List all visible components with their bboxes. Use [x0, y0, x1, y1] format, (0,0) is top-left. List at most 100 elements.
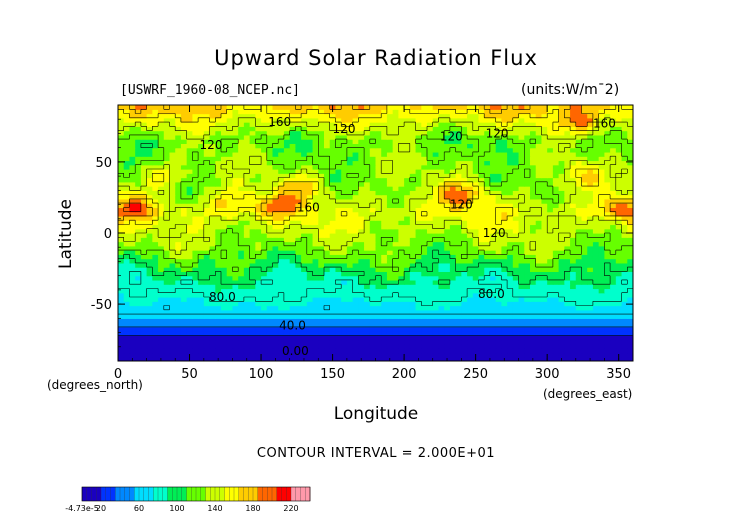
- heatmap-cell: [484, 262, 491, 268]
- heatmap-cell: [449, 224, 457, 230]
- heatmap-cell: [215, 267, 222, 272]
- heatmap-cell: [301, 241, 308, 247]
- heatmap-cell: [135, 335, 142, 341]
- heatmap-cell: [215, 292, 222, 298]
- heatmap-cell: [415, 339, 422, 345]
- heatmap-cell: [146, 156, 153, 162]
- heatmap-cell: [140, 241, 148, 247]
- heatmap-cell: [552, 224, 560, 230]
- heatmap-cell: [203, 335, 211, 341]
- heatmap-cell: [432, 305, 440, 311]
- heatmap-cell: [163, 279, 171, 285]
- heatmap-cell: [552, 356, 560, 361]
- heatmap-cell: [489, 335, 497, 341]
- heatmap-cell: [524, 151, 531, 157]
- heatmap-cell: [507, 147, 514, 153]
- heatmap-cell: [312, 343, 319, 349]
- heatmap-cell: [243, 275, 251, 281]
- heatmap-cell: [558, 309, 565, 315]
- heatmap-cell: [604, 267, 611, 272]
- heatmap-cell: [198, 331, 205, 336]
- heatmap-cell: [238, 309, 245, 315]
- heatmap-cell: [472, 215, 480, 221]
- heatmap-cell: [404, 233, 411, 238]
- heatmap-cell: [158, 228, 165, 234]
- heatmap-cell: [318, 309, 325, 315]
- heatmap-cell: [226, 151, 234, 157]
- heatmap-cell: [295, 164, 302, 170]
- heatmap-cell: [489, 147, 497, 153]
- heatmap-cell: [587, 143, 594, 149]
- heatmap-cell: [547, 322, 554, 328]
- heatmap-cell: [592, 215, 600, 221]
- heatmap-cell: [575, 284, 583, 290]
- heatmap-cell: [278, 309, 285, 315]
- heatmap-cell: [478, 339, 485, 345]
- heatmap-cell: [369, 211, 377, 217]
- heatmap-cell: [255, 177, 262, 183]
- heatmap-cell: [209, 177, 216, 183]
- heatmap-cell: [610, 215, 617, 221]
- heatmap-cell: [404, 160, 411, 166]
- heatmap-cell: [570, 288, 577, 294]
- heatmap-cell: [163, 245, 171, 251]
- heatmap-cell: [243, 207, 251, 213]
- heatmap-cell: [198, 224, 205, 230]
- heatmap-cell: [564, 352, 571, 358]
- heatmap-cell: [243, 160, 251, 166]
- heatmap-cell: [249, 190, 256, 196]
- heatmap-cell: [575, 194, 583, 200]
- heatmap-cell: [335, 160, 342, 166]
- heatmap-cell: [444, 292, 451, 298]
- heatmap-cell: [581, 173, 588, 179]
- heatmap-cell: [152, 147, 159, 153]
- heatmap-cell: [581, 186, 588, 191]
- heatmap-cell: [472, 292, 480, 298]
- heatmap-cell: [158, 134, 165, 140]
- heatmap-cell: [249, 254, 256, 260]
- heatmap-cell: [381, 156, 388, 162]
- heatmap-cell: [238, 173, 245, 179]
- heatmap-cell: [146, 326, 153, 332]
- heatmap-cell: [547, 198, 554, 204]
- heatmap-cell: [592, 164, 600, 170]
- heatmap-cell: [449, 258, 457, 264]
- heatmap-cell: [255, 122, 262, 127]
- heatmap-cell: [432, 258, 440, 264]
- heatmap-cell: [209, 275, 216, 281]
- heatmap-cell: [369, 250, 377, 255]
- heatmap-cell: [472, 203, 480, 208]
- heatmap-cell: [512, 134, 520, 140]
- heatmap-cell: [346, 348, 354, 354]
- heatmap-cell: [324, 288, 331, 294]
- heatmap-cell: [192, 160, 199, 166]
- heatmap-cell: [335, 143, 342, 149]
- heatmap-cell: [352, 122, 359, 127]
- heatmap-cell: [518, 177, 525, 183]
- heatmap-cell: [398, 335, 405, 341]
- heatmap-cell: [512, 194, 520, 200]
- heatmap-cell: [627, 339, 633, 345]
- heatmap-cell: [238, 279, 245, 285]
- heatmap-cell: [558, 126, 565, 132]
- heatmap-cell: [501, 250, 508, 255]
- heatmap-cell: [449, 194, 457, 200]
- heatmap-cell: [140, 139, 148, 144]
- heatmap-cell: [358, 126, 365, 132]
- heatmap-cell: [226, 343, 234, 349]
- heatmap-cell: [512, 250, 520, 255]
- heatmap-cell: [209, 348, 216, 354]
- heatmap-cell: [135, 164, 142, 170]
- heatmap-cell: [518, 147, 525, 153]
- heatmap-cell: [278, 194, 285, 200]
- heatmap-cell: [163, 352, 171, 358]
- heatmap-cell: [146, 147, 153, 153]
- heatmap-cell: [575, 331, 583, 336]
- heatmap-cell: [158, 160, 165, 166]
- heatmap-cell: [381, 305, 388, 311]
- heatmap-cell: [169, 122, 176, 127]
- heatmap-cell: [261, 258, 268, 264]
- heatmap-cell: [564, 190, 571, 196]
- heatmap-cell: [180, 173, 188, 179]
- heatmap-cell: [518, 297, 525, 302]
